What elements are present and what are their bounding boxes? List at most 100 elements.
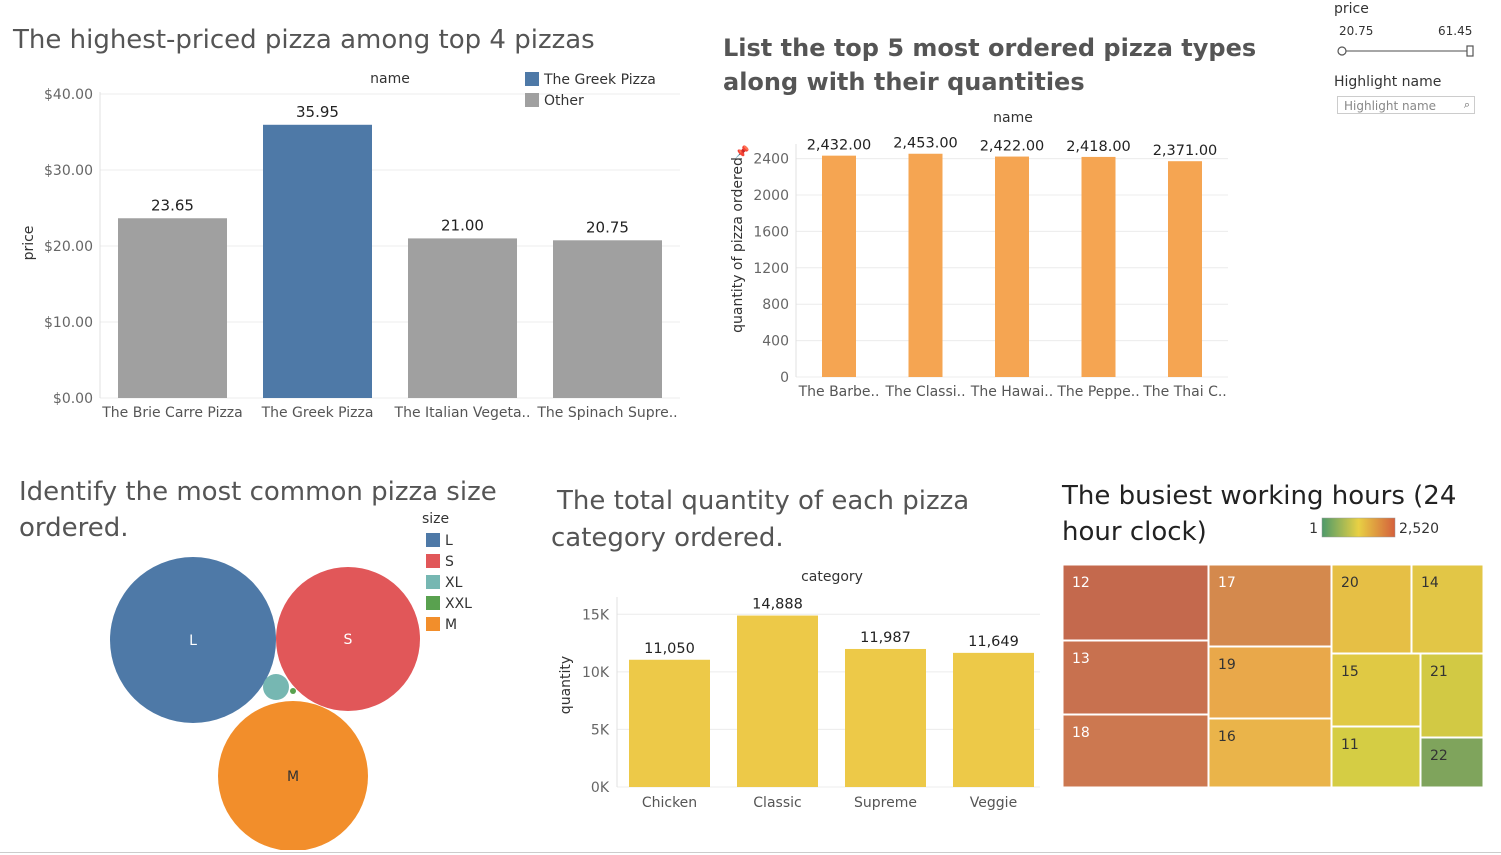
treemap-tile [1208,718,1332,788]
chart2-bar [995,156,1029,377]
treemap-tile-label: 20 [1341,575,1359,591]
chart2-y-tick: 800 [762,297,789,313]
price-slider-max-handle[interactable] [1466,45,1474,57]
heat-legend-min: 1 [1309,521,1318,537]
chart4-x-tick: Chicken [642,795,697,811]
chart1-bar [263,124,372,398]
chart2-svg: name 0 400 800 1200 1600 2000 2400 quantity of p… [730,110,1228,400]
heat-legend-bar [1321,517,1396,538]
chart2-y-tick: 1600 [753,224,789,240]
chart1-bar [118,218,227,398]
chart1-title: The highest-priced pizza among top 4 piz… [13,25,595,55]
chart1-x-tick: The Italian Vegeta.. [394,405,531,421]
chart4-y-tick: 15K [582,607,610,623]
chart1-x-tick: The Greek Pizza [261,405,374,421]
treemap-tile [1062,714,1209,788]
chart4-title-line1: The total quantity of each pizza [557,486,970,516]
treemap-tile [1062,564,1209,641]
chart2-y-label: quantity of pizza ordered [730,157,746,333]
chart1-bar [553,240,662,398]
chart1-y-tick: $10.00 [44,315,93,331]
chart2-x-tick: The Thai C.. [1142,384,1227,400]
chart1-data-label: 21.00 [441,216,484,234]
chart1-x-header: name [370,71,410,87]
chart3-legend-item: S [445,554,454,570]
chart1-y-tick: $40.00 [44,87,93,103]
chart1-legend-item: The Greek Pizza [543,72,656,88]
bubble-XXL [290,688,296,694]
price-range-slider[interactable] [1336,42,1478,60]
chart4-x-header: category [801,569,863,585]
chart2-title-line2: along with their quantities [723,68,1085,96]
treemap-tile-label: 19 [1218,657,1236,673]
chart1-y-tick: $0.00 [53,391,93,407]
chart2-y-tick: 2000 [753,188,789,204]
chart3-legend-swatch [426,617,440,631]
bubble-S [276,567,420,711]
chart2-data-label: 2,453.00 [893,136,958,152]
chart4-bar [953,652,1034,787]
chart3-legend-item: L [445,533,453,549]
treemap-tile [1062,640,1209,715]
chart2-x-tick: The Classi.. [884,384,965,400]
chart3-legend-title: size [422,511,449,527]
chart2-bar [1168,161,1202,377]
chart1-legend-item: Other [544,93,584,109]
chart4-data-label: 14,888 [752,597,803,613]
bubble-label: L [189,633,197,649]
chart4-bar [629,659,710,787]
chart4-x-tick: Veggie [970,795,1017,811]
chart4-svg: category 0K 5K 10K 15K quantity 11,050 Chicken 1… [558,569,1040,811]
chart2-bar [1081,156,1116,377]
chart4-y-tick: 5K [591,722,610,738]
chart3-legend-item: XXL [445,596,472,612]
bubble-label: S [344,632,353,648]
chart4-y-tick: 10K [582,665,610,681]
chart1-legend-swatch [525,72,539,86]
chart1-data-label: 23.65 [151,196,194,214]
treemap-tile-label: 18 [1072,725,1090,741]
chart4-data-label: 11,050 [644,641,695,657]
chart1-data-label: 35.95 [296,103,339,121]
price-slider-min-handle[interactable] [1337,46,1347,56]
chart4-title-line2: category ordered. [551,523,784,553]
heat-legend-max: 2,520 [1399,521,1439,537]
treemap-tile [1331,564,1412,654]
price-max-value: 61.45 [1438,24,1473,38]
treemap-tile [1331,726,1421,788]
chart2-y-tick: 400 [762,334,789,350]
treemap-tile [1208,564,1332,647]
bubble-XL [263,674,289,700]
search-icon[interactable]: ⌕ [1463,98,1470,111]
chart1-y-tick: $30.00 [44,163,93,179]
chart3-legend-swatch [426,596,440,610]
chart1-svg: name $0.00 $10.00 $20.00 $30.00 $40.00 price 23… [21,71,680,421]
chart5-svg: 1 2,520 12 13 18 17 19 16 20 14 15 21 11 22 [1062,517,1484,788]
chart3-title-line2: ordered. [19,513,129,543]
treemap-tile-label: 13 [1072,651,1090,667]
treemap-tile-label: 15 [1341,664,1359,680]
chart4-data-label: 11,987 [860,630,911,646]
chart2-y-tick: 0 [780,370,789,386]
chart3-legend-item: M [445,617,457,633]
treemap-tile-label: 22 [1430,748,1448,764]
chart2-data-label: 2,422.00 [980,139,1045,155]
price-filter-label: price [1334,1,1369,17]
chart1-y-label: price [21,226,37,261]
chart2-bar [908,153,943,377]
highlight-search-input[interactable]: Highlight name ⌕ [1337,96,1475,114]
chart3-title-line1: Identify the most common pizza size [19,477,497,507]
chart1-x-tick: The Spinach Supre.. [536,405,677,421]
chart2-data-label: 2,432.00 [807,138,872,154]
chart4-y-label: quantity [558,656,574,714]
treemap-tile-label: 11 [1341,737,1359,753]
bubble-label: M [287,769,299,785]
treemap-tile-label: 17 [1218,575,1236,591]
chart2-y-tick: 1200 [753,261,789,277]
pin-icon: 📌 [735,144,750,159]
treemap-tile [1420,653,1484,738]
treemap-tile-label: 16 [1218,729,1236,745]
treemap-tile [1411,564,1484,654]
chart1-y-tick: $20.00 [44,239,93,255]
